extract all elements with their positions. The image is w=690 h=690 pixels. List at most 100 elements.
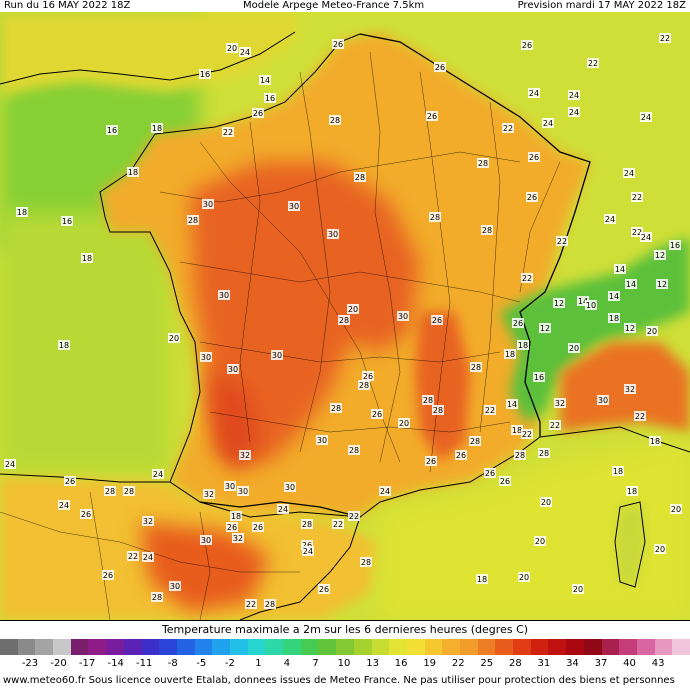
colorbar-swatch: [495, 639, 514, 655]
map-value-label: 14: [625, 279, 637, 289]
map-value-label: 20: [226, 43, 238, 53]
colorbar-swatch: [672, 639, 690, 655]
map-value-label: 32: [624, 384, 636, 394]
map-value-label: 18: [127, 167, 139, 177]
svg-text:22: 22: [588, 59, 598, 68]
map-value-label: 30: [327, 229, 339, 239]
colorbar-swatch: [194, 639, 213, 655]
map-value-label: 24: [640, 112, 652, 122]
colorbar-swatch: [159, 639, 178, 655]
colorbar-tick-label: -23: [21, 658, 39, 669]
colorbar-tick-label: 25: [480, 658, 494, 669]
colorbar-swatch: [0, 639, 19, 655]
colorbar-swatch: [88, 639, 107, 655]
svg-text:22: 22: [485, 406, 495, 415]
england-land: [0, 12, 300, 97]
map-value-label: 30: [200, 352, 212, 362]
svg-text:30: 30: [225, 482, 235, 491]
map-value-label: 26: [252, 522, 264, 532]
svg-text:14: 14: [507, 400, 517, 409]
map-value-label: 16: [264, 93, 276, 103]
svg-text:28: 28: [471, 363, 481, 372]
svg-text:20: 20: [227, 44, 237, 53]
map-value-label: 22: [484, 405, 496, 415]
map-value-label: 16: [61, 216, 73, 226]
svg-text:30: 30: [170, 582, 180, 591]
map-value-label: 24: [379, 486, 391, 496]
map-value-label: 20: [654, 544, 666, 554]
svg-text:28: 28: [423, 396, 433, 405]
map-value-label: 28: [469, 436, 481, 446]
colorbar-tick-label: -8: [167, 658, 178, 669]
svg-text:18: 18: [613, 467, 623, 476]
colorbar-swatch: [654, 639, 673, 655]
svg-text:32: 32: [204, 490, 214, 499]
map-value-label: 30: [202, 199, 214, 209]
map-value-label: 24: [4, 459, 16, 469]
svg-text:24: 24: [569, 91, 579, 100]
colorbar-tick-label: -2: [224, 658, 235, 669]
map-value-label: 28: [470, 362, 482, 372]
department-borders: [0, 51, 561, 620]
colorbar-swatch: [636, 639, 656, 655]
svg-text:22: 22: [223, 128, 233, 137]
colorbar-swatch: [318, 639, 337, 655]
map-value-label: 18: [58, 340, 70, 350]
map-value-label: 18: [608, 313, 620, 323]
svg-text:24: 24: [543, 119, 553, 128]
svg-text:20: 20: [573, 585, 583, 594]
svg-text:16: 16: [62, 217, 72, 226]
svg-text:10: 10: [586, 301, 596, 310]
map-value-label: 14: [608, 291, 620, 301]
svg-text:14: 14: [626, 280, 636, 289]
colorbar-ticks: -23 -20 -17 -14 -11 -8 -5 -2 1 4 7 10 13 16 19 22 25 28 31…: [0, 656, 690, 672]
svg-text:26: 26: [435, 63, 445, 72]
sea-atlantic: [0, 212, 170, 472]
svg-text:24: 24: [641, 113, 651, 122]
colorbar-swatch: [477, 639, 496, 655]
svg-text:30: 30: [228, 365, 238, 374]
map-value-label: 26: [431, 315, 443, 325]
svg-text:28: 28: [361, 558, 371, 567]
colorbar-tick-label: 7: [312, 658, 319, 669]
svg-text:26: 26: [253, 523, 263, 532]
svg-text:22: 22: [522, 430, 532, 439]
svg-text:28: 28: [539, 449, 549, 458]
map-value-label: 22: [245, 599, 257, 609]
map-value-label: 22: [222, 127, 234, 137]
alps-cool-area: [500, 237, 690, 422]
colorbar-swatch: [530, 639, 550, 655]
map-value-label: 28: [432, 405, 444, 415]
colorbar-swatch: [230, 639, 249, 655]
map-value-label: 32: [554, 398, 566, 408]
map-value-label: 22: [521, 273, 533, 283]
map-value-label: 24: [640, 232, 652, 242]
svg-text:28: 28: [359, 381, 369, 390]
svg-text:18: 18: [477, 575, 487, 584]
svg-text:28: 28: [478, 159, 488, 168]
svg-text:28: 28: [105, 487, 115, 496]
map-value-label: 14: [577, 296, 589, 306]
svg-text:24: 24: [303, 547, 313, 556]
svg-text:26: 26: [529, 153, 539, 162]
map-value-label: 30: [237, 486, 249, 496]
svg-text:20: 20: [535, 537, 545, 546]
svg-text:28: 28: [188, 216, 198, 225]
svg-text:12: 12: [554, 299, 564, 308]
svg-text:20: 20: [671, 505, 681, 514]
map-value-label: 28: [422, 395, 434, 405]
colorbar-tick-label: 13: [366, 658, 379, 669]
map-value-label: 28: [264, 599, 276, 609]
svg-text:26: 26: [363, 372, 373, 381]
colorbar-swatch: [106, 639, 125, 655]
map-value-label: 24: [568, 107, 580, 117]
map-value-label: 28: [151, 592, 163, 602]
map-value-label: 28: [123, 486, 135, 496]
svg-text:32: 32: [625, 385, 635, 394]
map-value-label: 24: [604, 214, 616, 224]
svg-text:24: 24: [153, 470, 163, 479]
map-value-label: 26: [80, 509, 92, 519]
colorbar-swatch: [176, 639, 196, 655]
svg-text:30: 30: [203, 200, 213, 209]
svg-text:24: 24: [5, 460, 15, 469]
